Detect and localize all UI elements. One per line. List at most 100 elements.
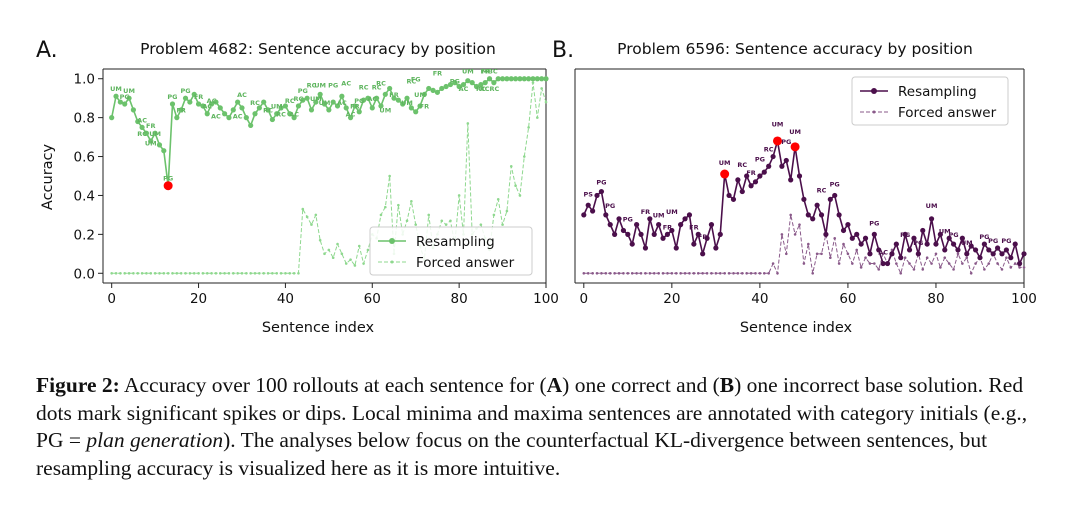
panel-a-annotation: RC	[307, 81, 317, 89]
panel-a-series-forced-answer-point	[366, 248, 370, 252]
panel-a-series-forced-answer-point	[236, 271, 239, 275]
panel-a-series-resampling-point	[208, 101, 215, 107]
panel-a-series-resampling-point	[178, 107, 184, 113]
panel-b-series-resampling-point	[678, 222, 684, 228]
panel-a-series-forced-answer-point	[449, 219, 452, 223]
panel-a-series-forced-answer-point	[184, 271, 187, 275]
panel-b-series-forced-answer-point	[930, 262, 933, 265]
panel-b-series-resampling-point	[1008, 255, 1014, 261]
panel-a-series-forced-answer-point	[527, 126, 530, 129]
panel-b-series-forced-answer-point	[591, 271, 594, 275]
panel-a-series-forced-answer-point	[149, 271, 153, 275]
panel-b-series-forced-answer-point	[718, 271, 722, 275]
panel-a-series-forced-answer-point	[227, 271, 231, 275]
panel-a-series-forced-answer-point	[145, 271, 148, 275]
panel-b-legend-label: Forced answer	[898, 105, 997, 121]
panel-a-series-resampling-point	[200, 103, 206, 109]
panel-a-series-forced-answer-point	[210, 271, 213, 275]
panel-b-series-forced-answer-point	[586, 271, 590, 275]
panel-b-series-forced-answer-point	[723, 271, 726, 275]
panel-b-annotation: UM	[666, 208, 678, 216]
caption-emphasis: plan generation	[86, 428, 224, 452]
panel-b-series-resampling-point	[893, 241, 899, 247]
panel-b-series-forced-answer-point	[1005, 256, 1008, 260]
panel-a-annotation: PG	[354, 97, 364, 105]
panel-b-series-resampling-point	[761, 169, 767, 175]
panel-a-series-forced-answer-point	[505, 209, 509, 213]
panel-b-series-forced-answer-point	[851, 262, 854, 265]
panel-b-series-resampling-point	[1021, 251, 1027, 257]
panel-a-series-forced-answer-point	[388, 174, 391, 178]
panel-b-series-forced-answer-point	[635, 271, 638, 275]
panel-a-series-forced-answer-point	[496, 198, 500, 201]
panel-a-series-resampling-point	[295, 103, 302, 109]
panel-a-series-forced-answer-point	[253, 271, 257, 275]
panel-b-series-forced-answer-point	[903, 256, 907, 260]
panel-b-series-forced-answer-point	[701, 271, 704, 275]
panel-b-series-resampling-point	[911, 235, 917, 241]
panel-b-series-resampling-point	[594, 192, 600, 199]
panel-a-series-resampling-point	[439, 85, 445, 92]
panel-b-series-forced-answer-point	[895, 262, 898, 265]
panel-b-series-resampling-point	[752, 179, 759, 185]
figure-2-charts: A. Problem 4682: Sentence accuracy by po…	[36, 38, 1037, 336]
panel-b-series-forced-answer-point	[710, 271, 713, 275]
panel-b-legend-box	[851, 76, 1009, 126]
panel-a-annotation: UM	[462, 68, 474, 76]
panel-a-series-forced-answer-point	[427, 213, 431, 217]
panel-a-annotation: UM	[314, 81, 326, 89]
panel-b-series-resampling-point	[686, 212, 693, 218]
panel-b-series-resampling-point	[656, 222, 662, 228]
panel-a-series-forced-answer-point	[262, 271, 265, 275]
panel-b-series-forced-answer-point	[969, 271, 973, 275]
panel-a-series-resampling-point	[169, 101, 176, 107]
panel-b-series-resampling-point	[871, 231, 877, 237]
panel-a-axes-frame	[102, 68, 547, 284]
panel-b-series-resampling-point	[616, 216, 622, 222]
panel-a-series-resampling-point	[161, 148, 167, 154]
panel-b-series-forced-answer-point	[613, 271, 616, 275]
panel-a-series-resampling-point	[391, 95, 397, 101]
panel-b-series-resampling-point	[915, 251, 921, 257]
panel-b-series-resampling-point	[832, 192, 838, 199]
panel-b-series-resampling-point	[950, 241, 957, 247]
panel-b-series-forced-answer-point	[604, 271, 608, 275]
panel-a-series-resampling-point	[339, 93, 345, 99]
panel-b-series-forced-answer-point	[688, 271, 691, 275]
panel-b-series-resampling-point	[757, 173, 763, 179]
panel-a-series-resampling-point	[287, 111, 293, 117]
panel-a-series-resampling-point	[230, 107, 236, 113]
panel-a-annotation: FR	[146, 122, 155, 130]
panel-a-series-forced-answer-point	[119, 271, 122, 275]
panel-b-annotation: PG	[988, 237, 998, 245]
panel-b-annotation: PG	[1001, 237, 1011, 245]
panel-b-series-forced-answer-point	[736, 271, 740, 275]
panel-a-ytick-label: 0.0	[74, 266, 95, 282]
panel-b-series-resampling-point	[814, 202, 820, 208]
panel-a-annotation: FR	[176, 107, 185, 115]
panel-a-series-resampling-point	[521, 76, 527, 82]
panel-a-series-resampling-point	[491, 80, 497, 86]
panel-a-legend-marker	[389, 238, 395, 244]
panel-a-annotation: FR	[420, 103, 429, 111]
panel-a-series-forced-answer-point	[292, 271, 296, 275]
panel-b-series-resampling-point	[783, 157, 789, 164]
panel-b-series-resampling-point	[651, 231, 657, 237]
panel-b-series-resampling-point	[920, 227, 926, 234]
panel-a-series-resampling-point	[526, 76, 532, 82]
panel-a-series-resampling-point	[239, 105, 245, 111]
panel-a-xlabel: Sentence index	[262, 320, 375, 336]
panel-a-series-forced-answer-point	[410, 199, 413, 203]
panel-b-series-forced-answer-point	[1000, 268, 1004, 271]
panel-a-annotation: RC	[285, 97, 295, 105]
panel-a-series-forced-answer-point	[379, 213, 383, 217]
panel-a-series-forced-answer-point	[536, 116, 539, 119]
panel-a-series-forced-answer-point	[457, 194, 461, 197]
panel-b-series-forced-answer-point	[956, 252, 960, 256]
panel-b-annotation: PG	[913, 239, 923, 247]
panel-a-series-resampling-point	[517, 76, 523, 82]
panel-a-series-forced-answer-point	[344, 262, 348, 265]
panel-b-highlight-dot	[790, 142, 800, 152]
panel-b-series-forced-answer-point	[943, 256, 947, 260]
panel-b-series-forced-answer-point	[873, 262, 876, 265]
